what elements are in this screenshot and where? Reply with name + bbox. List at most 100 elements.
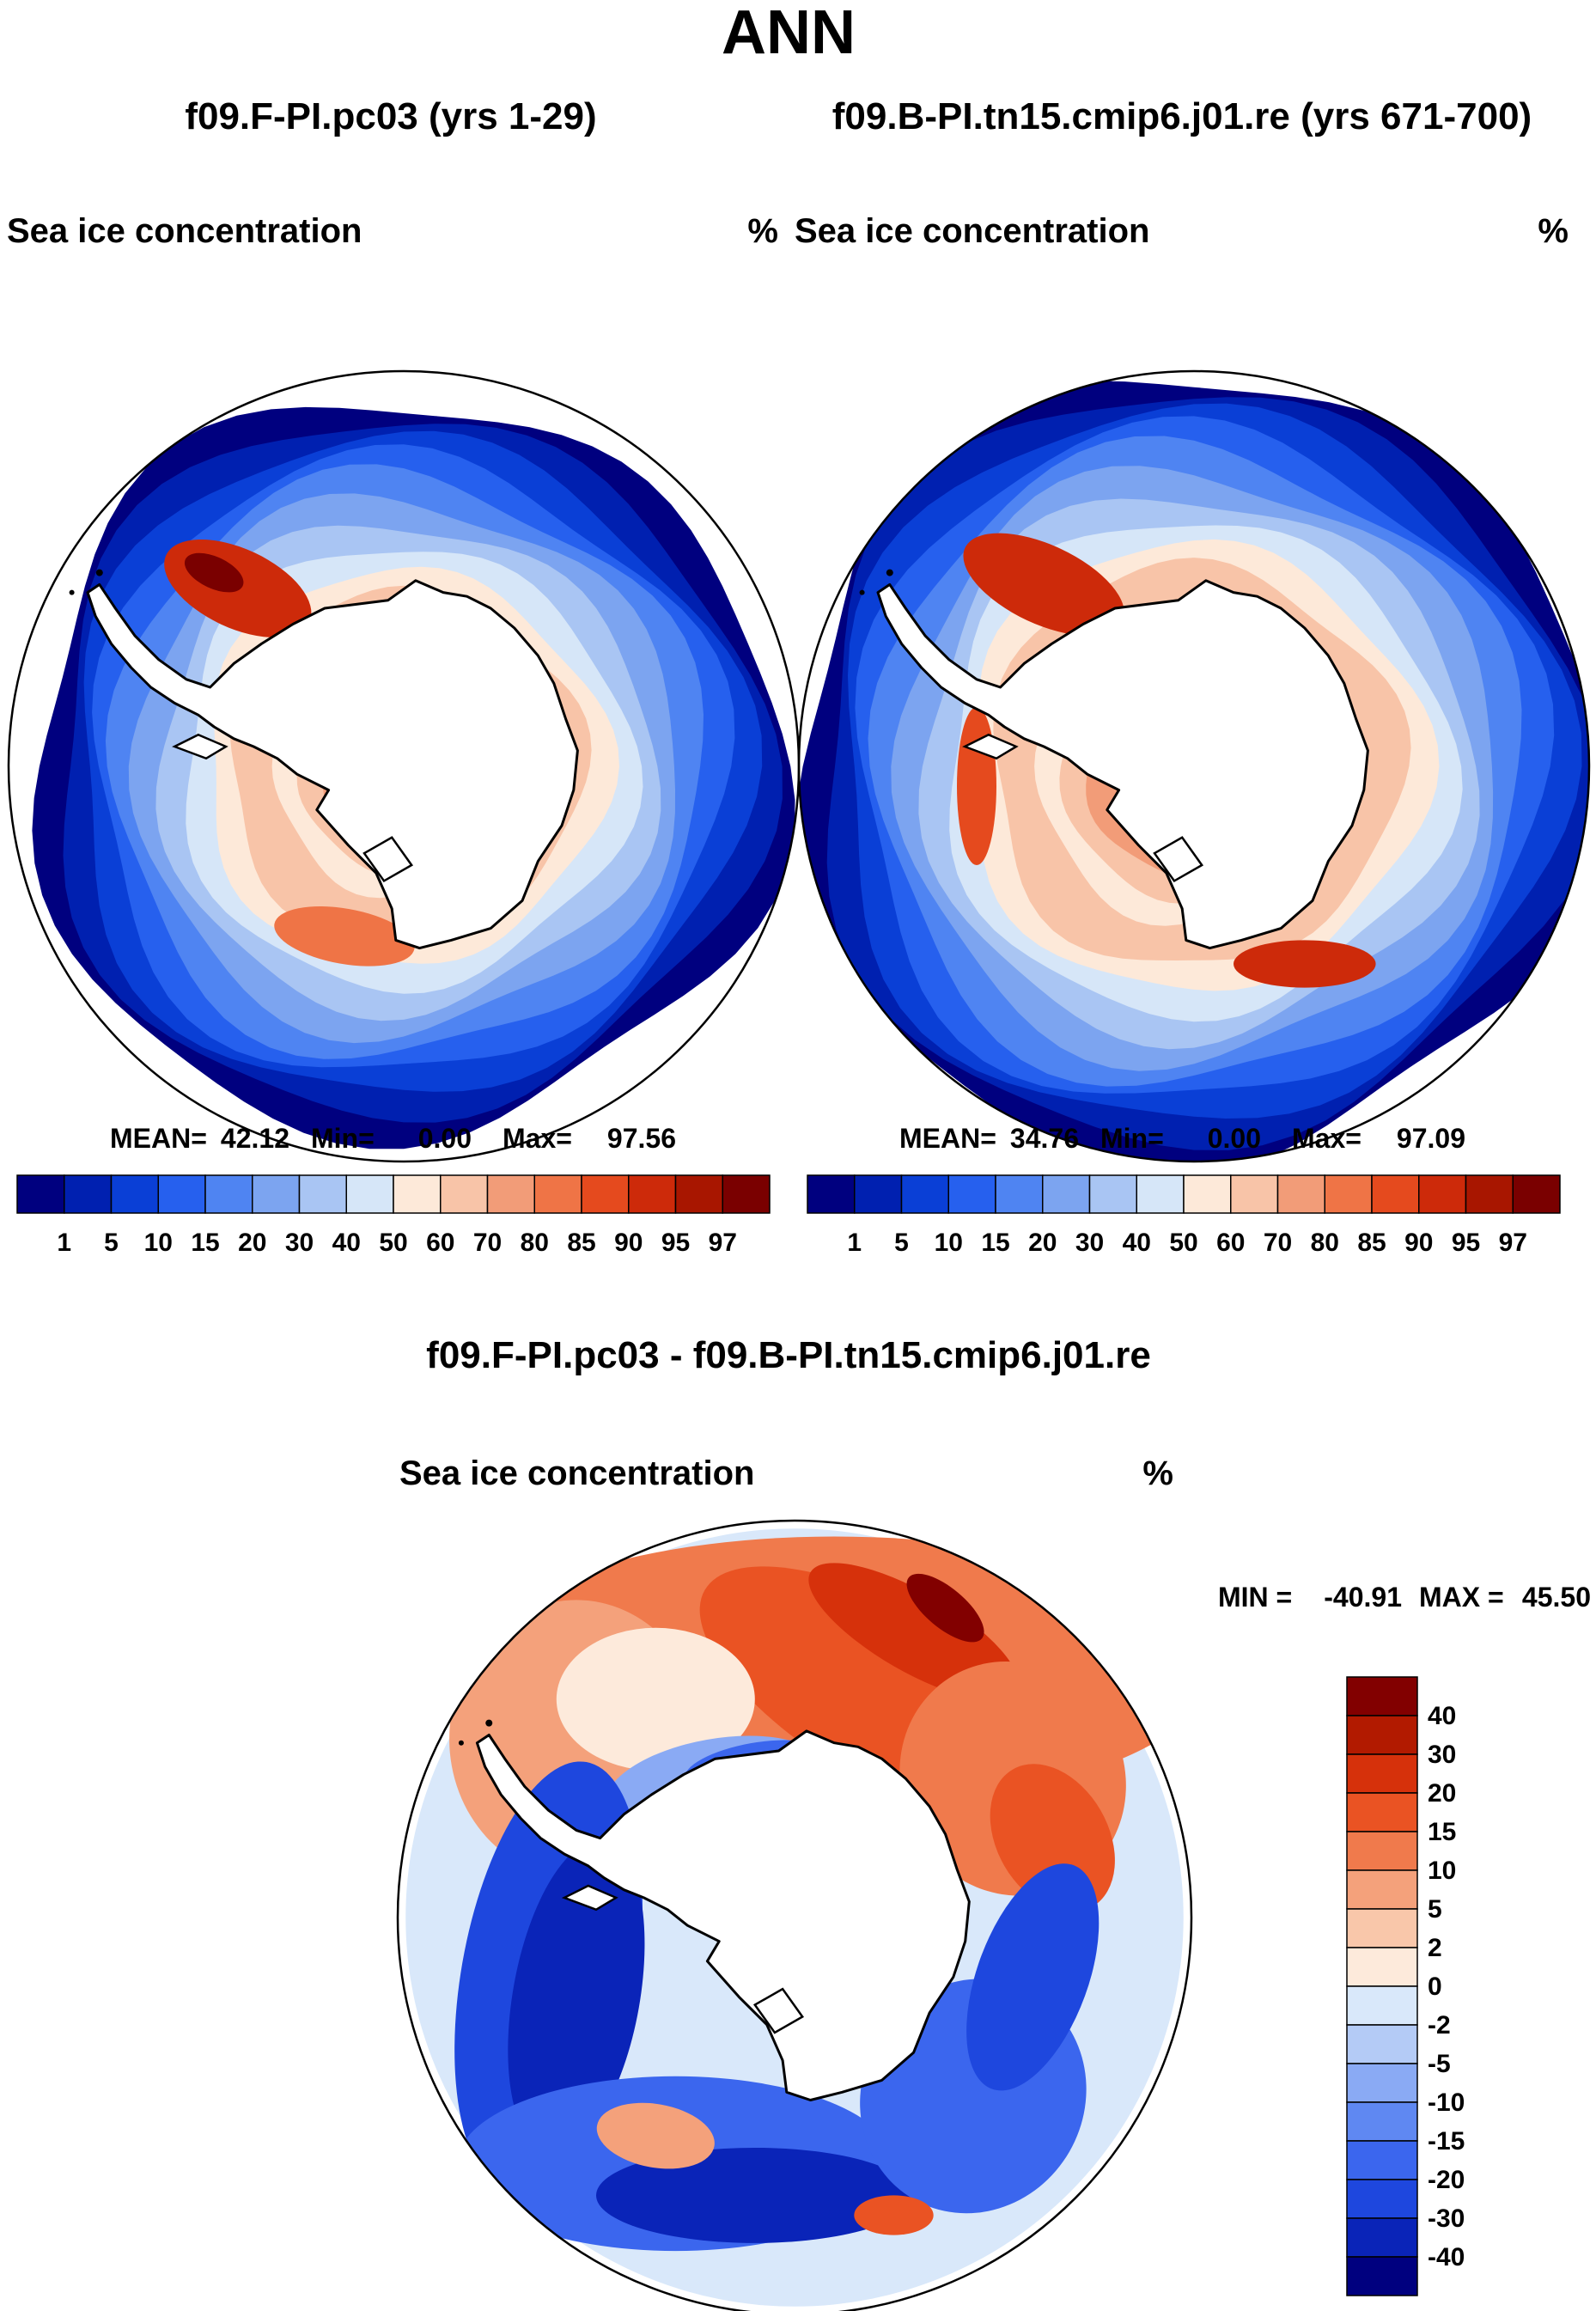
difference-ross-shelf bbox=[752, 1987, 805, 2034]
panel-1-island bbox=[95, 569, 103, 576]
difference-stats: MIN = -40.91 MAX = 45.50 bbox=[1218, 1582, 1591, 1613]
panel-2-min-value: 0.00 bbox=[1208, 1123, 1261, 1154]
difference-max-label: MAX = bbox=[1419, 1582, 1504, 1613]
panel-1-ross-shelf bbox=[362, 836, 414, 883]
panel-2-ross-shelf bbox=[1153, 836, 1204, 883]
panel-2-colorbar-tick-label: 20 bbox=[1028, 1229, 1057, 1257]
panel-1-colorbar-swatch bbox=[533, 1174, 582, 1214]
panel-1-colorbar-swatch bbox=[298, 1174, 347, 1214]
difference-min-value: -40.91 bbox=[1324, 1582, 1402, 1613]
panel-2-map bbox=[797, 369, 1591, 1163]
panel-2-max-label: Max= bbox=[1292, 1123, 1361, 1154]
difference-antarctica-coastline bbox=[475, 1729, 971, 2101]
difference-colorbar-tick-label: -2 bbox=[1428, 2011, 1451, 2040]
difference-colorbar-tick-label: -10 bbox=[1428, 2088, 1465, 2117]
difference-colorbar-tick-label: -15 bbox=[1428, 2127, 1465, 2156]
panel-2-colorbar-tick-label: 40 bbox=[1123, 1229, 1151, 1257]
panel-2-colorbar-swatch bbox=[854, 1174, 903, 1214]
panel-1-colorbar-tick-label: 85 bbox=[567, 1229, 595, 1257]
difference-contour-band bbox=[854, 2195, 934, 2235]
panel-2-concentration-max bbox=[1234, 940, 1376, 988]
difference-map-border bbox=[396, 1519, 1193, 2311]
panel-2-colorbar-tick-label: 1 bbox=[847, 1229, 862, 1257]
panel-2-colorbar-swatch bbox=[1418, 1174, 1467, 1214]
panel-1-colorbar-tick-label: 70 bbox=[473, 1229, 502, 1257]
panel-1: f09.F-PI.pc03 (yrs 1-29) Sea ice concent… bbox=[7, 95, 801, 1257]
panel-1-colorbar-swatch bbox=[204, 1174, 253, 1214]
panel-1-colorbar-swatch bbox=[722, 1174, 771, 1214]
panel-1-map bbox=[7, 369, 801, 1163]
difference-colorbar-swatch bbox=[1346, 1985, 1418, 2026]
difference-variable-label: Sea ice concentration bbox=[399, 1454, 754, 1492]
difference-colorbar-swatch bbox=[1346, 1715, 1418, 1755]
panel-2-colorbar-swatch bbox=[1136, 1174, 1185, 1214]
panel-1-colorbar-swatch bbox=[486, 1174, 535, 1214]
panel-2: f09.B-PI.tn15.cmip6.j01.re (yrs 671-700)… bbox=[795, 95, 1591, 1257]
difference-colorbar-tick-label: 0 bbox=[1428, 1973, 1442, 2001]
panel-1-mean-label: MEAN= bbox=[110, 1123, 207, 1154]
panel-1-colorbar-swatch bbox=[157, 1174, 206, 1214]
panel-1-colorbar-swatch bbox=[393, 1174, 442, 1214]
panel-2-title: f09.B-PI.tn15.cmip6.j01.re (yrs 671-700) bbox=[832, 95, 1532, 137]
difference-colorbar-tick-label: 15 bbox=[1428, 1818, 1456, 1846]
panel-1-colorbar-tick-label: 1 bbox=[57, 1229, 71, 1257]
difference-colorbar-tick-label: -30 bbox=[1428, 2204, 1465, 2233]
panel-2-ice-shelf bbox=[962, 733, 1019, 760]
panel-1-island bbox=[69, 589, 75, 595]
panel-1-colorbar-tick-label: 10 bbox=[144, 1229, 173, 1257]
panel-2-colorbar-tick-label: 5 bbox=[894, 1229, 909, 1257]
panel-2-colorbar-tick-label: 60 bbox=[1216, 1229, 1245, 1257]
difference-colorbar-tick-label: 2 bbox=[1428, 1934, 1442, 1962]
panel-2-colorbar-tick-label: 80 bbox=[1311, 1229, 1339, 1257]
panel-2-units: % bbox=[1538, 212, 1569, 250]
difference-contour-band bbox=[906, 1573, 984, 1643]
panel-1-colorbar-tick-label: 97 bbox=[709, 1229, 737, 1257]
panel-2-colorbar-tick-label: 10 bbox=[935, 1229, 963, 1257]
difference-contour-band bbox=[556, 1627, 755, 1771]
panel-1-colorbar-swatch bbox=[581, 1174, 630, 1214]
panel-1-colorbar-swatch bbox=[252, 1174, 301, 1214]
panel-2-colorbar-tick-label: 85 bbox=[1357, 1229, 1386, 1257]
panel-2-colorbar-swatch bbox=[1512, 1174, 1561, 1214]
difference-title: f09.F-PI.pc03 - f09.B-PI.tn15.cmip6.j01.… bbox=[426, 1334, 1151, 1376]
difference-colorbar-tick-label: -5 bbox=[1428, 2050, 1451, 2078]
panel-1-colorbar-tick-label: 80 bbox=[521, 1229, 549, 1257]
difference-colorbar-swatch bbox=[1346, 2024, 1418, 2064]
panel-2-concentration-max bbox=[963, 533, 1124, 637]
panel-1-colorbar: 1 5 10 15 20 30 40 50 60 70 80 85 90 95 97 bbox=[16, 1174, 771, 1257]
panel-1-colorbar-tick-label: 90 bbox=[614, 1229, 643, 1257]
panel-1-colorbar-swatch bbox=[674, 1174, 723, 1214]
panel-2-colorbar-swatch bbox=[947, 1174, 996, 1214]
difference-colorbar-swatch bbox=[1346, 2140, 1418, 2180]
difference-colorbar-swatch bbox=[1346, 1753, 1418, 1794]
panel-1-colorbar-swatch bbox=[110, 1174, 159, 1214]
panel-2-mean-label: MEAN= bbox=[899, 1123, 996, 1154]
panel-1-concentration-max bbox=[274, 905, 415, 966]
difference-units: % bbox=[1142, 1454, 1173, 1492]
panel-2-island bbox=[886, 569, 893, 576]
difference-island bbox=[458, 1740, 464, 1746]
difference-contour-band bbox=[596, 2102, 715, 2169]
difference-colorbar-swatch bbox=[1346, 1869, 1418, 1910]
panel-1-variable-label: Sea ice concentration bbox=[7, 212, 362, 250]
panel-1-colorbar-tick-label: 30 bbox=[285, 1229, 314, 1257]
panel-2-colorbar-swatch bbox=[995, 1174, 1044, 1214]
panel-2-colorbar-swatch bbox=[1371, 1174, 1420, 1214]
difference-contour-band bbox=[508, 1839, 645, 2154]
panel-1-colorbar-tick-label: 20 bbox=[238, 1229, 266, 1257]
difference-colorbar-swatch bbox=[1346, 1947, 1418, 1987]
panel-1-colorbar-swatch bbox=[64, 1174, 113, 1214]
difference-colorbar-tick-label: -40 bbox=[1428, 2243, 1465, 2271]
panel-2-colorbar-swatch bbox=[1183, 1174, 1232, 1214]
difference-max-value: 45.50 bbox=[1522, 1582, 1591, 1613]
panel-2-colorbar-swatch bbox=[1088, 1174, 1137, 1214]
panel-2-colorbar-swatch bbox=[807, 1174, 856, 1214]
panel-2-colorbar-swatch bbox=[1465, 1174, 1514, 1214]
panel-2-stats: MEAN= 34.76 Min= 0.00 Max= 97.09 bbox=[899, 1123, 1465, 1154]
panel-2-colorbar-swatch bbox=[1230, 1174, 1279, 1214]
panel-2-colorbar-tick-label: 97 bbox=[1499, 1229, 1527, 1257]
panel-2-colorbar-swatch bbox=[1042, 1174, 1091, 1214]
panel-1-ice-shelf bbox=[172, 733, 228, 760]
